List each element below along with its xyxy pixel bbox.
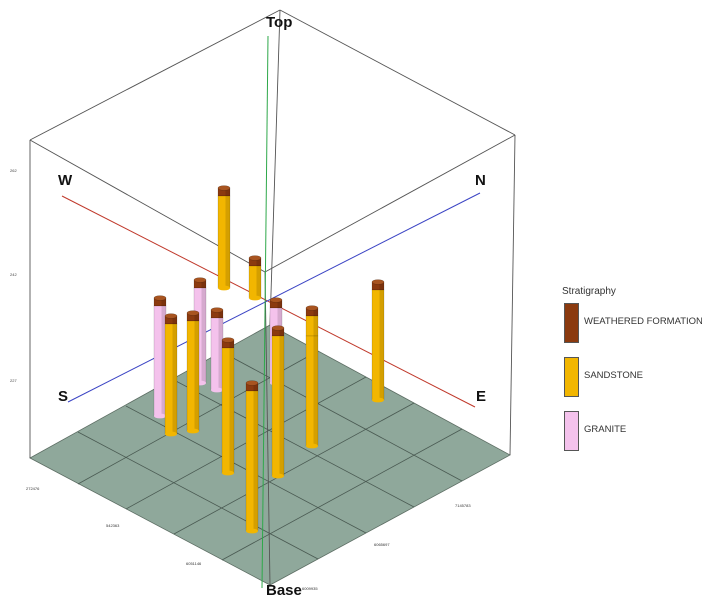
borehole-shading (379, 290, 384, 400)
svg-text:6051146: 6051146 (186, 561, 202, 566)
borehole-shading (218, 318, 223, 390)
svg-text:7145783: 7145783 (455, 503, 471, 508)
borehole-shading (313, 308, 318, 316)
borehole-bottom-cap (222, 470, 234, 476)
borehole-shading (161, 298, 166, 306)
borehole-bottom-cap (372, 397, 384, 403)
direction-base: Base (266, 582, 302, 599)
stratigraphy-legend: Stratigraphy WEATHERED FORMATION SANDSTO… (562, 286, 702, 465)
borehole (221, 337, 235, 476)
borehole-shading (172, 316, 177, 324)
borehole-shading (229, 340, 234, 348)
borehole (186, 310, 200, 434)
vertical-axis (261, 35, 269, 589)
borehole-shading (256, 266, 261, 298)
svg-text:542363: 542363 (106, 523, 120, 528)
borehole (164, 313, 178, 437)
legend-swatch (564, 411, 579, 451)
elevation-ticks: 262 242 227 (10, 168, 17, 383)
borehole-shading (379, 282, 384, 290)
borehole-bottom-cap (218, 285, 230, 291)
direction-north: N (475, 172, 486, 189)
legend-label: SANDSTONE (584, 370, 643, 381)
borehole-shading (256, 258, 261, 266)
borehole (271, 325, 285, 479)
direction-south: S (58, 388, 69, 405)
borehole-shading (161, 306, 166, 416)
borehole-top-cap (210, 307, 224, 313)
borehole-bottom-cap (154, 413, 166, 419)
borehole-top-cap (271, 325, 285, 331)
legend-item-granite: GRANITE (562, 411, 702, 465)
borehole (305, 305, 319, 449)
borehole-top-cap (193, 277, 207, 283)
borehole-top-cap (164, 313, 178, 319)
svg-text:6065697: 6065697 (374, 542, 390, 547)
borehole-top-cap (269, 297, 283, 303)
borehole-shading (277, 300, 282, 308)
borehole-shading (253, 383, 258, 391)
borehole-top-cap (221, 337, 235, 343)
borehole-top-cap (153, 295, 167, 301)
borehole-shading (253, 391, 258, 531)
borehole-shading (194, 313, 199, 321)
borehole-shading (313, 316, 318, 336)
svg-text:242: 242 (10, 272, 17, 277)
legend-label: WEATHERED FORMATION (584, 316, 702, 327)
svg-text:227: 227 (10, 378, 17, 383)
legend-swatch (564, 357, 579, 397)
floor-grid (77, 350, 463, 561)
borehole-top-cap (371, 279, 385, 285)
borehole-bottom-cap (165, 431, 177, 437)
svg-text:262: 262 (10, 168, 17, 173)
borehole-shading (225, 196, 230, 288)
borehole-shading (225, 188, 230, 196)
svg-text:272476: 272476 (26, 486, 40, 491)
borehole-shading (172, 324, 177, 434)
borehole (371, 279, 385, 403)
borehole-shading (194, 321, 199, 431)
borehole (248, 255, 262, 301)
south-north-axis (67, 192, 481, 403)
direction-top: Top (266, 14, 293, 31)
legend-title: Stratigraphy (562, 286, 616, 297)
borehole-top-cap (305, 305, 319, 311)
borehole-top-cap (248, 255, 262, 261)
borehole-shading (201, 288, 206, 383)
direction-east: E (476, 388, 487, 405)
borehole-bottom-cap (306, 443, 318, 449)
borehole-shading (229, 348, 234, 473)
borehole-top-cap (217, 185, 231, 191)
borehole-bottom-cap (246, 528, 258, 534)
svg-text:6009935: 6009935 (302, 586, 318, 591)
legend-item-weathered-formation: WEATHERED FORMATION (562, 303, 702, 357)
borehole (217, 185, 231, 291)
borehole-bottom-cap (211, 387, 223, 393)
borehole (245, 380, 259, 534)
legend-item-sandstone: SANDSTONE (562, 357, 702, 411)
borehole-bottom-cap (249, 295, 261, 301)
borehole-top-cap (245, 380, 259, 386)
borehole (153, 295, 167, 419)
borehole-shading (279, 336, 284, 476)
borehole-bottom-cap (187, 428, 199, 434)
borehole-shading (201, 280, 206, 288)
borehole-shading (313, 336, 318, 446)
boreholes (153, 185, 385, 534)
west-east-axis (61, 195, 476, 408)
direction-west: W (58, 172, 73, 189)
floor-tick-labels: 272476 542363 6051146 6009935 6065697 71… (26, 486, 471, 591)
borehole-shading (218, 310, 223, 318)
borehole-bottom-cap (272, 473, 284, 479)
legend-label: GRANITE (584, 424, 627, 435)
legend-swatch (564, 303, 579, 343)
borehole-shading (279, 328, 284, 336)
borehole-top-cap (186, 310, 200, 316)
borehole (210, 307, 224, 393)
